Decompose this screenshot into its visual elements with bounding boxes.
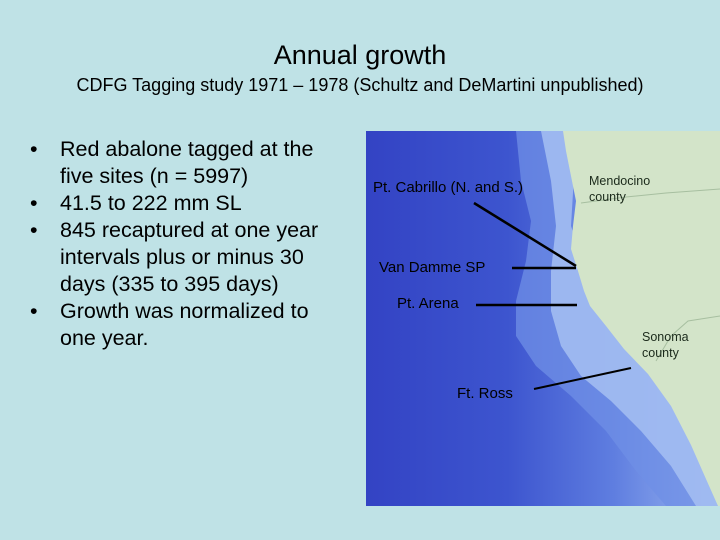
bullet-glyph: •: [30, 137, 38, 161]
bullet-text: Red abalone tagged at the five sites (n …: [60, 137, 314, 188]
land-area: [563, 131, 720, 506]
bullet-item: • Growth was normalized to one year.: [30, 298, 350, 352]
county-label-sonoma: Sonoma county: [642, 329, 689, 361]
bullet-item: • 41.5 to 222 mm SL: [30, 190, 350, 217]
bullet-text: 41.5 to 222 mm SL: [60, 191, 242, 215]
county-label-line: Sonoma: [642, 330, 689, 344]
bullet-glyph: •: [30, 191, 38, 215]
site-label-cabrillo: Pt. Cabrillo (N. and S.): [373, 179, 524, 196]
county-label-mendocino: Mendocino county: [589, 173, 650, 205]
coast-map-graphic: [366, 131, 720, 506]
county-label-line: county: [589, 190, 626, 204]
bullet-item: • 845 recaptured at one year intervals p…: [30, 217, 350, 298]
site-label-van-damme: Van Damme SP: [379, 259, 486, 276]
bullet-text: 845 recaptured at one year intervals plu…: [60, 218, 319, 296]
bullet-glyph: •: [30, 299, 38, 323]
bullet-text: Growth was normalized to one year.: [60, 299, 309, 350]
coast-map: Pt. Cabrillo (N. and S.) Van Damme SP Pt…: [366, 131, 720, 506]
county-boundary: [580, 188, 720, 204]
county-boundary: [655, 315, 720, 362]
bullet-list: • Red abalone tagged at the five sites (…: [30, 136, 350, 352]
site-label-arena: Pt. Arena: [397, 295, 459, 312]
slide-subtitle: CDFG Tagging study 1971 – 1978 (Schultz …: [76, 75, 644, 95]
bullet-item: • Red abalone tagged at the five sites (…: [30, 136, 350, 190]
leader-line-cabrillo: [473, 201, 577, 268]
slide-title: Annual growth: [273, 40, 447, 70]
leader-line-ross: [533, 367, 632, 390]
site-label-ross: Ft. Ross: [457, 385, 513, 402]
county-label-line: Mendocino: [589, 174, 651, 188]
bullet-glyph: •: [30, 218, 38, 242]
county-label-line: county: [642, 346, 679, 360]
